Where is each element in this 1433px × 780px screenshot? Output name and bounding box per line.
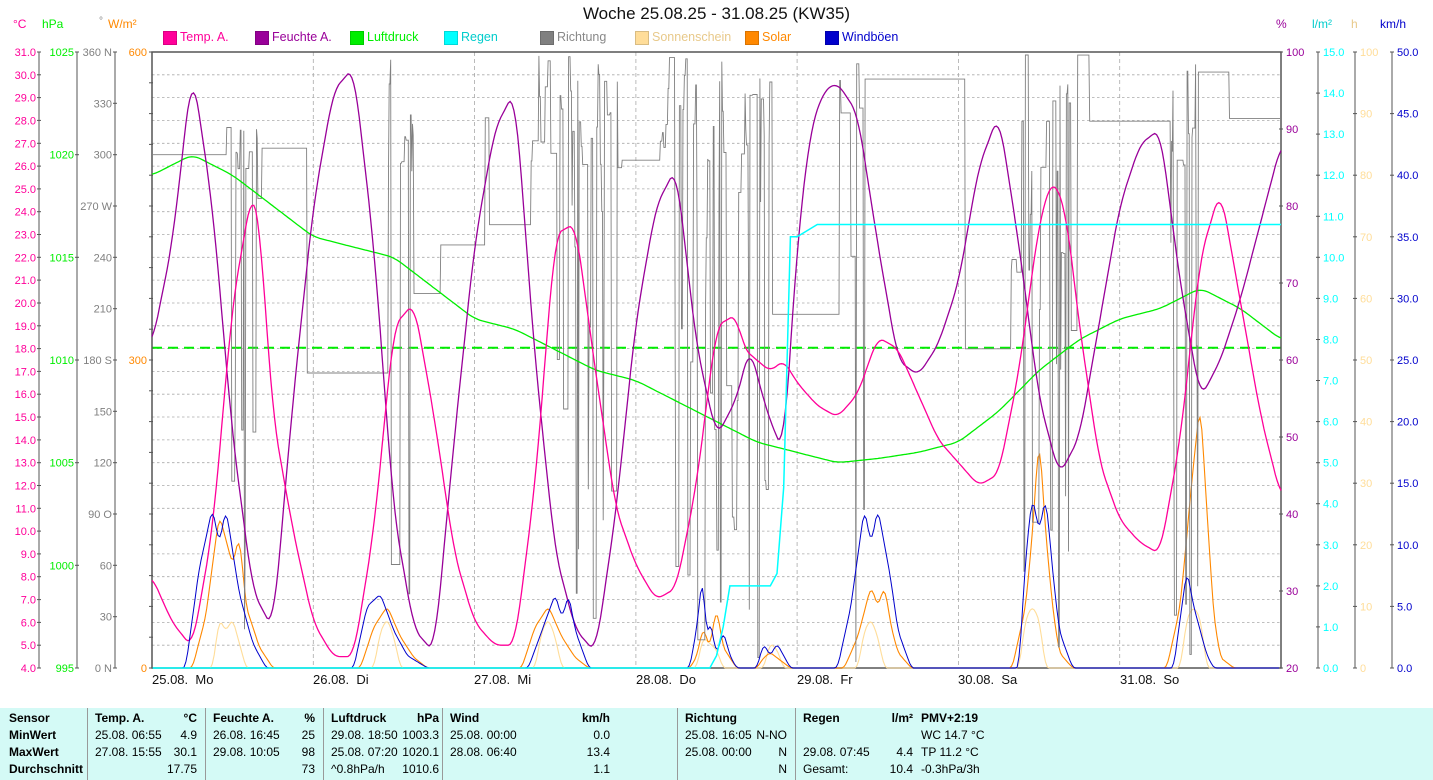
svg-text:12.0: 12.0	[1323, 170, 1344, 182]
svg-text:17.0: 17.0	[15, 366, 36, 378]
svg-text:20.0: 20.0	[15, 298, 36, 310]
svg-text:30: 30	[1286, 586, 1298, 598]
svg-text:240: 240	[94, 252, 112, 264]
svg-text:150: 150	[94, 406, 112, 418]
svg-text:35.0: 35.0	[1397, 232, 1418, 244]
svg-text:60: 60	[100, 560, 112, 572]
svg-text:50: 50	[1360, 355, 1372, 367]
svg-text:90: 90	[1360, 109, 1372, 121]
svg-text:100: 100	[1360, 47, 1378, 59]
svg-text:10.0: 10.0	[1323, 252, 1344, 264]
svg-text:6.0: 6.0	[1323, 417, 1338, 429]
svg-text:0.0: 0.0	[1323, 663, 1338, 675]
svg-text:100: 100	[1286, 47, 1304, 59]
svg-text:6.0: 6.0	[21, 617, 36, 629]
svg-text:11.0: 11.0	[1323, 211, 1344, 223]
svg-text:40: 40	[1286, 509, 1298, 521]
svg-text:60: 60	[1286, 355, 1298, 367]
svg-text:330: 330	[94, 98, 112, 110]
svg-text:10.0: 10.0	[1397, 540, 1418, 552]
svg-text:5.0: 5.0	[1397, 601, 1412, 613]
svg-text:15.0: 15.0	[15, 412, 36, 424]
svg-text:90 O: 90 O	[88, 509, 112, 521]
svg-text:270 W: 270 W	[80, 201, 112, 213]
svg-text:5.0: 5.0	[21, 640, 36, 652]
svg-text:24.0: 24.0	[15, 207, 36, 219]
svg-text:21.0: 21.0	[15, 275, 36, 287]
svg-text:14.0: 14.0	[15, 435, 36, 447]
svg-text:210: 210	[94, 304, 112, 316]
svg-text:7.0: 7.0	[1323, 376, 1338, 388]
svg-text:0: 0	[1360, 663, 1366, 675]
svg-text:27.0: 27.0	[15, 138, 36, 150]
svg-text:0 N: 0 N	[95, 663, 112, 675]
svg-text:1015: 1015	[50, 252, 74, 264]
svg-text:25.0: 25.0	[1397, 355, 1418, 367]
svg-text:13.0: 13.0	[15, 458, 36, 470]
svg-text:30: 30	[1360, 478, 1372, 490]
svg-text:50: 50	[1286, 432, 1298, 444]
svg-text:3.0: 3.0	[1323, 540, 1338, 552]
svg-text:1010: 1010	[50, 355, 74, 367]
svg-text:0: 0	[141, 663, 147, 675]
svg-text:25.0: 25.0	[15, 184, 36, 196]
svg-text:10: 10	[1360, 601, 1372, 613]
svg-text:80: 80	[1360, 170, 1372, 182]
svg-text:70: 70	[1286, 278, 1298, 290]
svg-text:8.0: 8.0	[1323, 335, 1338, 347]
svg-text:60: 60	[1360, 293, 1372, 305]
svg-text:12.0: 12.0	[15, 481, 36, 493]
svg-text:360 N: 360 N	[83, 47, 112, 59]
svg-text:30: 30	[100, 612, 112, 624]
svg-text:31.0: 31.0	[15, 47, 36, 59]
svg-text:300: 300	[129, 355, 147, 367]
svg-text:11.0: 11.0	[15, 503, 36, 515]
svg-text:1000: 1000	[50, 560, 74, 572]
svg-text:23.0: 23.0	[15, 230, 36, 242]
svg-text:4.0: 4.0	[1323, 499, 1338, 511]
svg-text:22.0: 22.0	[15, 252, 36, 264]
svg-text:90: 90	[1286, 124, 1298, 136]
svg-text:5.0: 5.0	[1323, 458, 1338, 470]
svg-text:30.0: 30.0	[1397, 293, 1418, 305]
svg-text:19.0: 19.0	[15, 321, 36, 333]
svg-text:40: 40	[1360, 417, 1372, 429]
svg-text:8.0: 8.0	[21, 572, 36, 584]
svg-text:7.0: 7.0	[21, 595, 36, 607]
svg-text:20: 20	[1360, 540, 1372, 552]
svg-text:300: 300	[94, 150, 112, 162]
svg-text:50.0: 50.0	[1397, 47, 1418, 59]
svg-text:10.0: 10.0	[15, 526, 36, 538]
svg-text:600: 600	[129, 47, 147, 59]
svg-text:9.0: 9.0	[1323, 293, 1338, 305]
svg-text:45.0: 45.0	[1397, 109, 1418, 121]
svg-text:18.0: 18.0	[15, 344, 36, 356]
svg-text:0.0: 0.0	[1397, 663, 1412, 675]
svg-text:15.0: 15.0	[1397, 478, 1418, 490]
svg-text:9.0: 9.0	[21, 549, 36, 561]
svg-text:995: 995	[56, 663, 74, 675]
svg-text:40.0: 40.0	[1397, 170, 1418, 182]
svg-text:16.0: 16.0	[15, 389, 36, 401]
svg-text:26.0: 26.0	[15, 161, 36, 173]
svg-text:1.0: 1.0	[1323, 622, 1338, 634]
svg-text:29.0: 29.0	[15, 93, 36, 105]
svg-text:13.0: 13.0	[1323, 129, 1344, 141]
svg-text:2.0: 2.0	[1323, 581, 1338, 593]
svg-text:20: 20	[1286, 663, 1298, 675]
svg-text:1025: 1025	[50, 47, 74, 59]
svg-text:15.0: 15.0	[1323, 47, 1344, 59]
svg-text:1005: 1005	[50, 458, 74, 470]
svg-text:120: 120	[94, 458, 112, 470]
svg-text:28.0: 28.0	[15, 115, 36, 127]
svg-text:14.0: 14.0	[1323, 88, 1344, 100]
svg-text:4.0: 4.0	[21, 663, 36, 675]
svg-text:70: 70	[1360, 232, 1372, 244]
svg-text:20.0: 20.0	[1397, 417, 1418, 429]
svg-text:30.0: 30.0	[15, 70, 36, 82]
svg-text:80: 80	[1286, 201, 1298, 213]
svg-text:1020: 1020	[50, 150, 74, 162]
svg-text:180 S: 180 S	[83, 355, 112, 367]
